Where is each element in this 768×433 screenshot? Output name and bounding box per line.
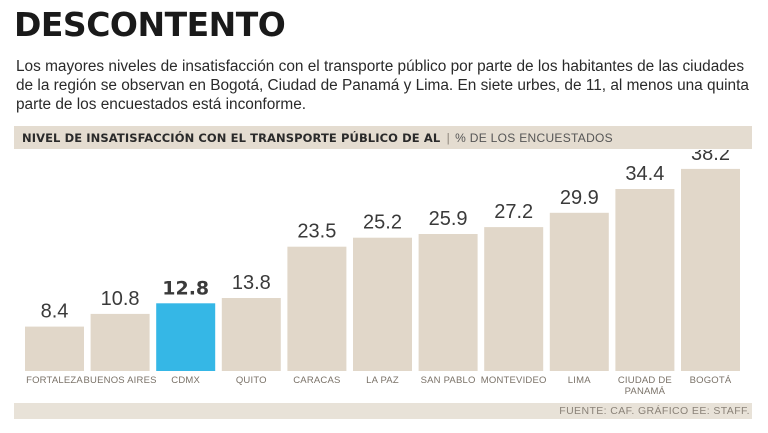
bar-la-paz bbox=[353, 237, 412, 371]
value-label-lima: 29.9 bbox=[560, 187, 599, 209]
bar-quito bbox=[221, 298, 281, 371]
value-label-ciudad-de-panam-: 34.4 bbox=[625, 163, 664, 185]
category-label-bogot-: BOGOTÁ bbox=[690, 375, 732, 386]
chart-header-separator: | bbox=[446, 130, 451, 145]
bar-ciudad-de-panam- bbox=[615, 189, 675, 371]
bar-bogot- bbox=[681, 168, 740, 371]
chart-header-title: NIVEL DE INSATISFACCIÓN CON EL TRANSPORT… bbox=[22, 130, 441, 145]
footer-bar bbox=[14, 403, 752, 419]
value-label-fortaleza: 8.4 bbox=[41, 301, 69, 323]
chart-subtitle: Los mayores niveles de insatisfacción co… bbox=[16, 58, 749, 114]
value-label-bogot-: 38.2 bbox=[691, 150, 730, 165]
bar-cdmx bbox=[156, 303, 216, 371]
value-label-montevideo: 27.2 bbox=[494, 201, 533, 223]
value-label-caracas: 23.5 bbox=[297, 221, 336, 243]
value-label-cdmx: 12.8 bbox=[162, 277, 209, 299]
category-label-montevideo: MONTEVIDEO bbox=[481, 375, 547, 386]
value-label-buenos-aires: 10.8 bbox=[101, 288, 140, 310]
bar-buenos-aires bbox=[90, 313, 150, 371]
bar-caracas bbox=[287, 246, 347, 371]
bar-san-pablo bbox=[418, 234, 478, 371]
chart-header-bar: NIVEL DE INSATISFACCIÓN CON EL TRANSPORT… bbox=[14, 126, 752, 149]
category-label-ciudad-de-panam--line-1: CIUDAD DE bbox=[618, 375, 672, 386]
category-label-san-pablo: SAN PABLO bbox=[421, 375, 476, 386]
category-label-fortaleza: FORTALEZA bbox=[26, 375, 83, 386]
bar-fortaleza bbox=[25, 326, 84, 371]
value-label-la-paz: 25.2 bbox=[363, 212, 402, 234]
category-label-ciudad-de-panam--line-2: PANAMÁ bbox=[625, 386, 666, 397]
category-label-buenos-aires: BUENOS AIRES bbox=[84, 375, 157, 386]
chart-header-unit: % DE LOS ENCUESTADOS bbox=[455, 130, 613, 145]
category-label-cdmx: CDMX bbox=[171, 375, 200, 386]
bar-montevideo bbox=[484, 227, 544, 371]
category-label-quito: QUITO bbox=[236, 375, 267, 386]
category-label-caracas: CARACAS bbox=[293, 375, 340, 386]
bar-chart: 8.4 FORTALEZA 10.8 BUENOS AIRES 12.8 CDMX 13.8… bbox=[25, 150, 740, 397]
source-note: FUENTE: CAF. GRÁFICO EE: STAFF. bbox=[559, 405, 750, 417]
bar-lima bbox=[549, 212, 609, 371]
chart-title: DESCONTENTO bbox=[14, 5, 286, 44]
value-label-san-pablo: 25.9 bbox=[429, 208, 468, 230]
category-label-lima: LIMA bbox=[568, 375, 591, 386]
category-label-la-paz: LA PAZ bbox=[366, 375, 399, 386]
value-label-quito: 13.8 bbox=[232, 272, 271, 294]
